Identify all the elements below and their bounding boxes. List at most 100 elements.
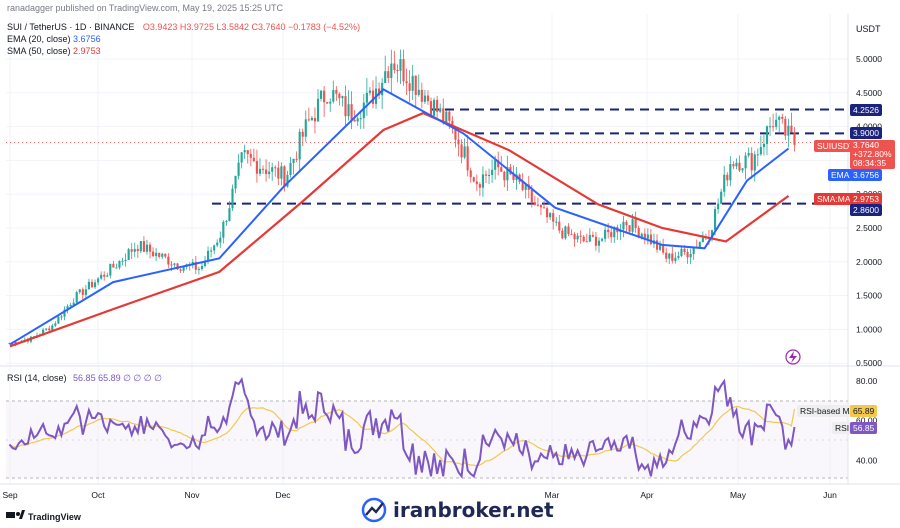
candle-body bbox=[588, 234, 591, 242]
candle-body bbox=[176, 263, 179, 270]
candle-body bbox=[97, 278, 100, 283]
candle-body bbox=[307, 119, 310, 121]
candle-body bbox=[426, 95, 430, 102]
symbol-title[interactable]: SUI / TetherUS · 1D · BINANCE bbox=[7, 22, 135, 32]
candle-body bbox=[249, 154, 252, 158]
candle-body bbox=[594, 236, 598, 246]
tradingview-brand[interactable]: TradingView bbox=[28, 512, 81, 522]
candle-body bbox=[167, 256, 170, 265]
candle-body bbox=[573, 234, 576, 240]
candle-body bbox=[579, 235, 582, 237]
time-axis-label: Nov bbox=[184, 490, 200, 500]
rsi-legend[interactable]: RSI (14, close) 56.85 65.89 ∅ ∅ ∅ ∅ bbox=[7, 373, 162, 383]
candle-body bbox=[698, 242, 701, 248]
candle-body bbox=[738, 162, 741, 171]
candle-body bbox=[54, 323, 57, 326]
sma-legend[interactable]: SMA (50, close) 2.9753 bbox=[7, 46, 101, 56]
candle-body bbox=[405, 81, 408, 84]
candle-body bbox=[536, 204, 539, 206]
candle-body bbox=[411, 75, 414, 91]
candle-body bbox=[741, 168, 744, 171]
candle-body bbox=[784, 118, 787, 136]
symbol-legend[interactable]: SUI / TetherUS · 1D · BINANCE O3.9423 H3… bbox=[7, 22, 360, 32]
lightning-icon[interactable] bbox=[785, 349, 801, 365]
candle-body bbox=[591, 234, 594, 237]
candle-body bbox=[332, 89, 335, 102]
candle-body bbox=[292, 158, 295, 164]
rsi-tick-label: 60.00 bbox=[856, 416, 878, 426]
candle-body bbox=[228, 208, 231, 221]
iranbroker-logo-icon bbox=[361, 497, 387, 523]
price-tick-label: 2.0000 bbox=[856, 257, 882, 267]
candle-body bbox=[521, 181, 524, 190]
price-tick-label: 5.0000 bbox=[856, 54, 882, 64]
symbol-tag-badge: SUIUSDT bbox=[814, 140, 858, 152]
candle-body bbox=[81, 289, 84, 295]
candle-body bbox=[289, 163, 292, 176]
candle-body bbox=[57, 316, 60, 324]
candle-body bbox=[481, 174, 485, 188]
candle-body bbox=[203, 261, 207, 267]
rsi-tick-label: 40.00 bbox=[856, 455, 878, 465]
rsi-tick-label: 80.00 bbox=[856, 376, 878, 386]
candle-body bbox=[42, 329, 45, 335]
candle-body bbox=[466, 146, 469, 171]
candle-body bbox=[552, 213, 555, 222]
candle-body bbox=[433, 99, 436, 116]
candle-body bbox=[530, 189, 533, 203]
candle-body bbox=[298, 131, 301, 160]
candle-body bbox=[396, 69, 399, 71]
time-axis-label: Oct bbox=[91, 490, 105, 500]
ema-legend[interactable]: EMA (20, close) 3.6756 bbox=[7, 34, 101, 44]
candle-body bbox=[744, 155, 747, 169]
candle-body bbox=[378, 88, 381, 96]
support-badge: 2.8600 bbox=[850, 204, 882, 216]
candle-body bbox=[265, 169, 268, 174]
candle-body bbox=[164, 253, 167, 257]
candle-body bbox=[341, 96, 344, 99]
candle-body bbox=[457, 139, 460, 145]
candle-body bbox=[732, 164, 735, 167]
candle-body bbox=[570, 234, 573, 236]
candle-body bbox=[549, 213, 552, 218]
candle-body bbox=[781, 116, 784, 119]
price-tick-label: 1.5000 bbox=[856, 291, 882, 301]
price-tick-label: 1.0000 bbox=[856, 324, 882, 334]
candle-body bbox=[793, 132, 796, 145]
candle-body bbox=[448, 111, 451, 121]
ema-price-badge: 3.6756 bbox=[850, 169, 882, 181]
candle-body bbox=[533, 202, 536, 205]
candle-body bbox=[213, 245, 216, 251]
price-tick-label: 4.0000 bbox=[856, 122, 882, 132]
candle-body bbox=[463, 146, 466, 158]
candle-body bbox=[200, 266, 204, 270]
candle-body bbox=[152, 251, 155, 257]
candle-body bbox=[723, 174, 726, 192]
candle-body bbox=[665, 252, 668, 259]
candle-body bbox=[78, 289, 81, 293]
candle-body bbox=[124, 260, 127, 262]
candle-body bbox=[197, 269, 200, 271]
candle-body bbox=[567, 226, 570, 235]
candle-body bbox=[683, 248, 686, 253]
candle-body bbox=[622, 221, 625, 230]
ema-20-line bbox=[9, 88, 790, 346]
candle-body bbox=[130, 249, 133, 252]
candle-body bbox=[93, 282, 97, 288]
candle-body bbox=[491, 169, 494, 176]
candle-body bbox=[674, 257, 677, 261]
candle-body bbox=[48, 328, 51, 331]
candle-body bbox=[759, 147, 762, 155]
candle-body bbox=[87, 281, 91, 290]
candle-body bbox=[646, 234, 649, 239]
candle-body bbox=[243, 150, 246, 153]
candle-body bbox=[671, 253, 674, 261]
candle-body bbox=[326, 102, 329, 104]
candle-body bbox=[503, 171, 506, 181]
candle-body bbox=[390, 63, 393, 79]
candle-body bbox=[524, 184, 527, 190]
time-axis-label: Mar bbox=[545, 490, 560, 500]
candle-body bbox=[402, 59, 405, 82]
ohlc-values: O3.9423 H3.9725 L3.5842 C3.7640 −0.1783 … bbox=[142, 22, 361, 32]
